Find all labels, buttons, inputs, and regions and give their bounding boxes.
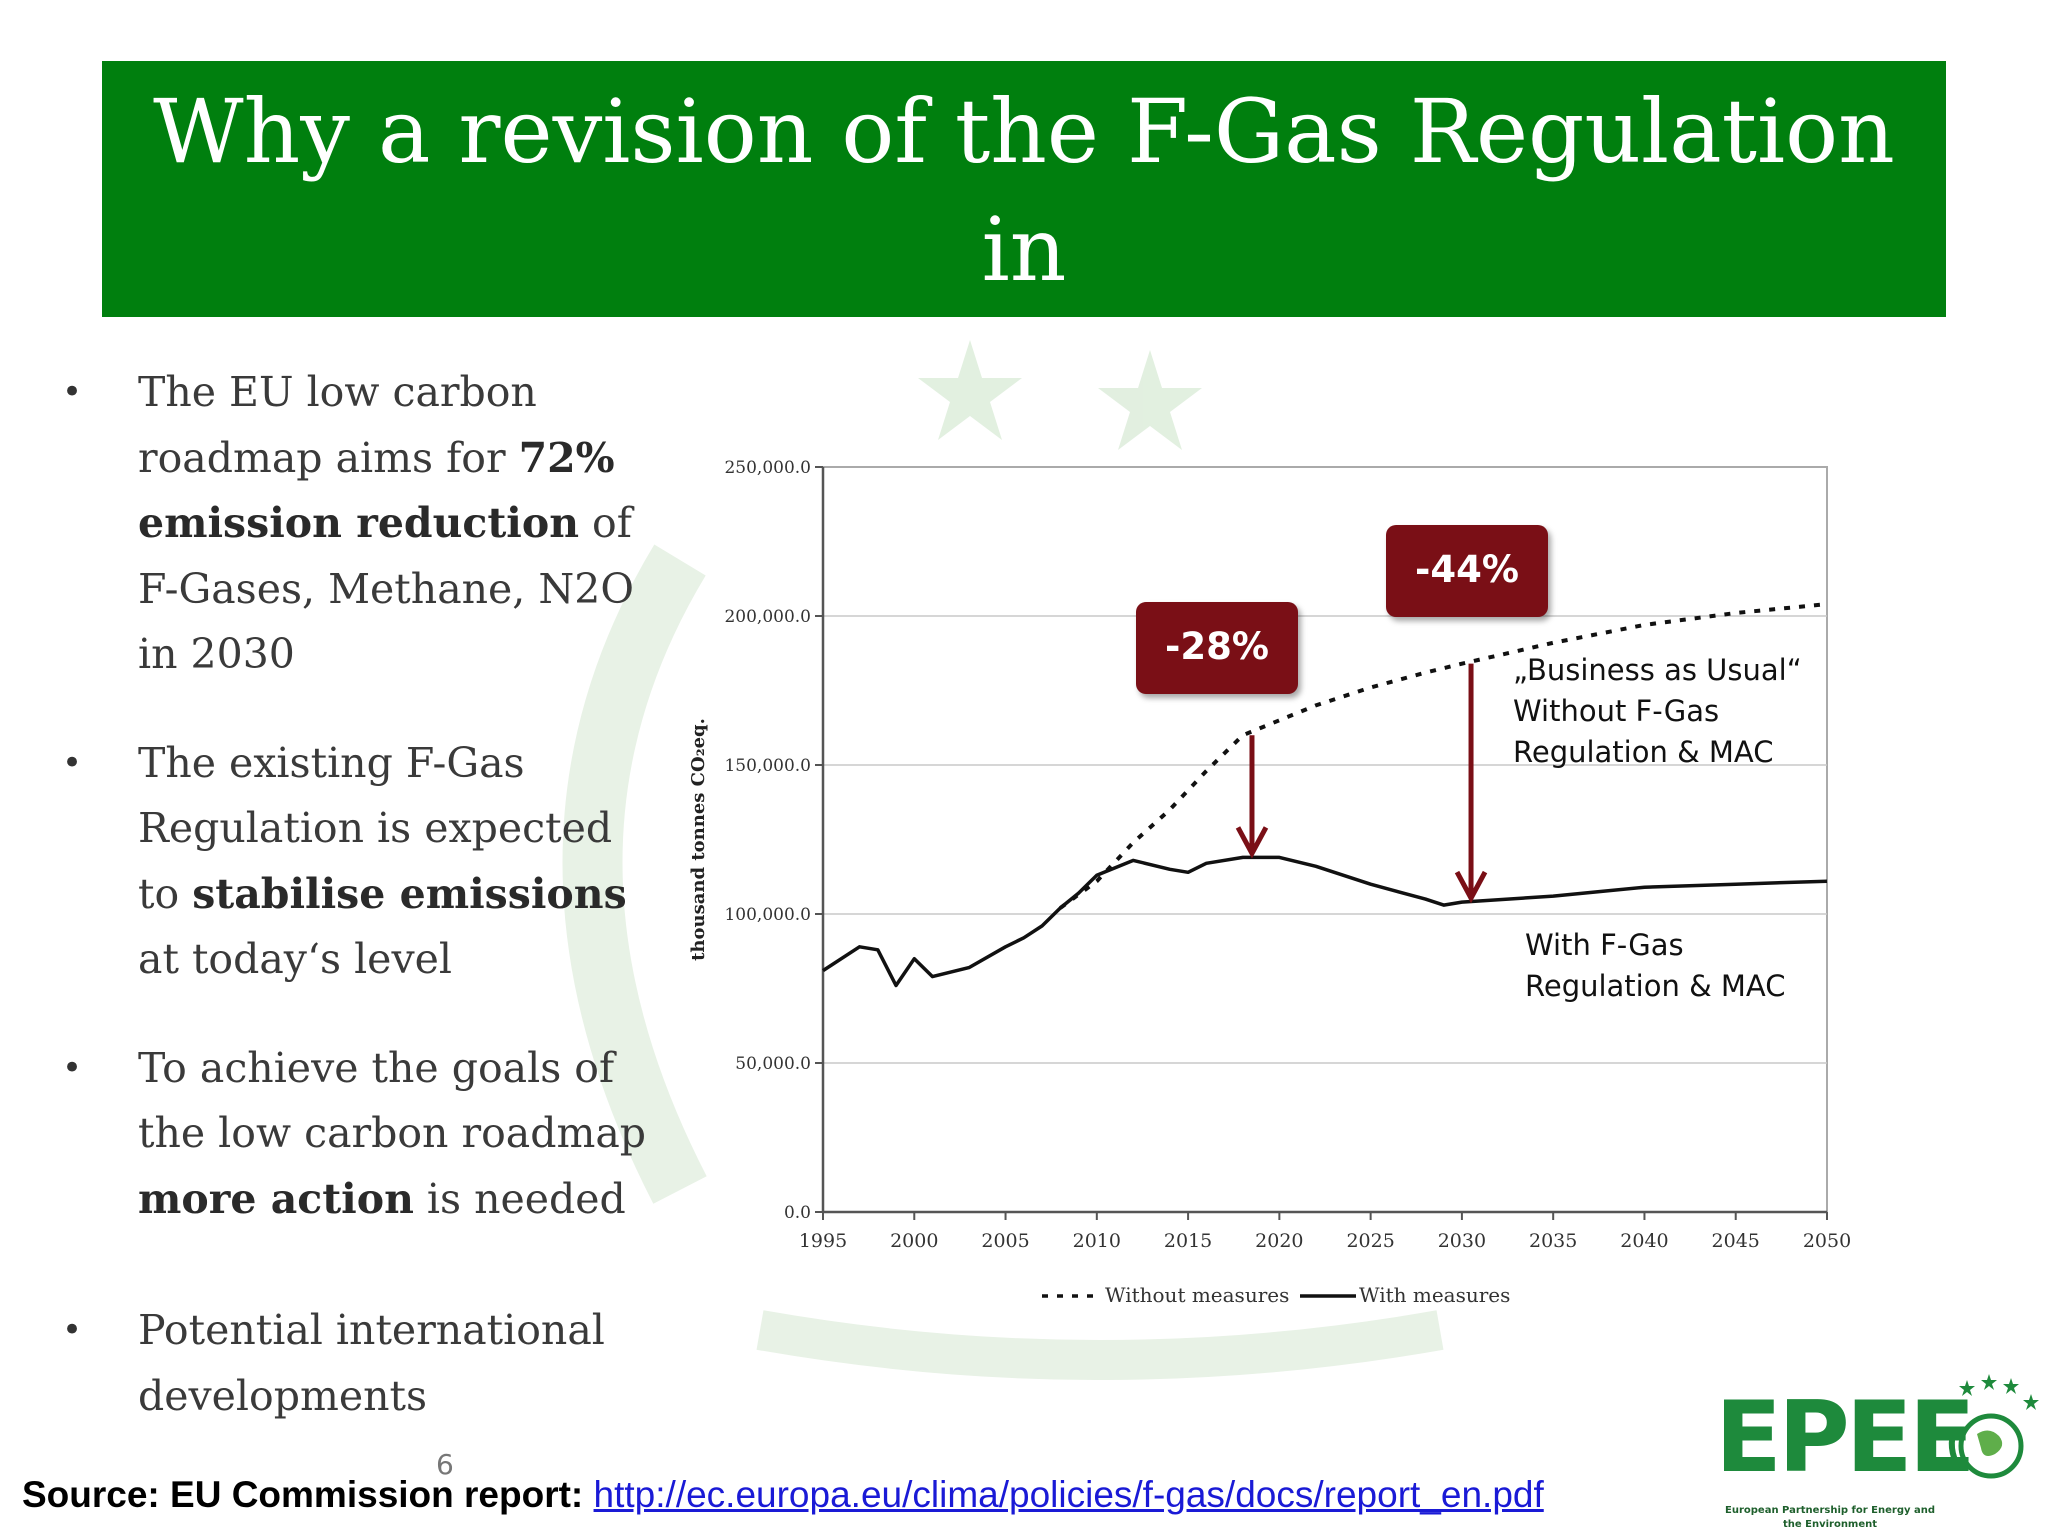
bullet-line: Regulation is expected — [138, 796, 650, 862]
callout-minus-44: -44% — [1386, 525, 1548, 617]
y-tick-label: 200,000.0 — [724, 607, 811, 627]
logo-subtitle: European Partnership for Energy and the … — [1725, 1505, 1936, 1530]
slide-title-banner: Why a revision of the F-Gas Regulation i… — [102, 61, 1946, 419]
bullet-line: To achieve the goals of — [138, 1036, 650, 1102]
annotation-bau-line1: „Business as Usual“ — [1513, 653, 1802, 687]
y-tick-label: 0.0 — [784, 1203, 811, 1223]
bullet-dot-icon: • — [62, 742, 83, 783]
bullet-text: The EU low carbon — [138, 368, 537, 416]
bullet-text: of — [579, 499, 632, 547]
bullet-text: developments — [138, 1371, 428, 1420]
x-tick-label: 1995 — [799, 1230, 847, 1252]
x-tick-label: 2005 — [981, 1230, 1029, 1252]
page-number: 6 — [436, 1448, 454, 1481]
bullet-text: is needed — [413, 1174, 626, 1223]
bullet-item: • Potential international developments — [50, 1298, 650, 1429]
x-tick-label: 2045 — [1712, 1230, 1760, 1252]
bullet-text: at today‘s level — [138, 935, 452, 983]
annotation-business-as-usual: „Business as Usual“ Without F-Gas Regula… — [1513, 650, 1802, 773]
x-tick-label: 2020 — [1255, 1230, 1303, 1252]
annotation-with-line2: Regulation & MAC — [1525, 969, 1786, 1003]
x-tick-label: 2025 — [1346, 1230, 1394, 1252]
x-tick-label: 2030 — [1438, 1230, 1486, 1252]
bullet-line: more action is needed — [138, 1167, 650, 1233]
source-line: Source: EU Commission report: http://ec.… — [22, 1474, 1544, 1516]
slide-title-line1: Why a revision of the F-Gas Regulation i… — [153, 80, 1895, 301]
bullet-text: 72% — [518, 433, 615, 482]
bullet-item: • To achieve the goals of the low carbon r… — [50, 1036, 650, 1233]
bullet-line: in 2030 — [138, 622, 650, 688]
watermark-star-icon — [1098, 350, 1202, 450]
y-tick-label: 100,000.0 — [724, 905, 811, 925]
series-line-without-measures — [1059, 602, 1828, 910]
bullet-line: The existing F-Gas — [138, 731, 650, 797]
watermark-star-icon — [918, 340, 1022, 440]
bullet-line: at today‘s level — [138, 927, 650, 993]
bullet-text: The existing F-Gas — [138, 738, 525, 787]
y-tick-label: 250,000.0 — [724, 458, 811, 478]
bullet-text: Regulation is expected — [138, 804, 613, 852]
source-link[interactable]: http://ec.europa.eu/clima/policies/f-gas… — [593, 1474, 1544, 1515]
arrow-head-icon — [1454, 870, 1488, 904]
legend-label-without-measures: Without measures — [1105, 1283, 1289, 1307]
watermark-graphic — [562, 340, 1444, 1380]
x-tick-label: 2040 — [1620, 1230, 1668, 1252]
bullet-text: F-Gases, Methane, N2O — [138, 564, 634, 613]
callout-minus-28: -28% — [1136, 602, 1298, 694]
bullet-line: roadmap aims for 72% — [138, 426, 650, 492]
bullet-line: The EU low carbon — [138, 360, 650, 426]
bullet-line: F-Gases, Methane, N2O — [138, 557, 650, 623]
bullet-item: • The EU low carbon roadmap aims for 72% em… — [50, 360, 650, 688]
annotation-bau-line3: Regulation & MAC — [1513, 735, 1774, 769]
x-tick-label: 2035 — [1529, 1230, 1577, 1252]
y-tick-label: 150,000.0 — [724, 756, 811, 776]
bullet-text: stabilise emissions — [192, 869, 627, 918]
bullet-text: in 2030 — [138, 630, 295, 678]
bullet-text: emission reduction — [138, 499, 580, 547]
bullet-text: the low carbon roadmap — [138, 1109, 647, 1157]
epee-logo: EPEE European Partnership for Energy and… — [1715, 1368, 2045, 1536]
bullet-dot-icon: • — [62, 1047, 83, 1088]
bullet-text: roadmap aims for — [138, 433, 519, 482]
annotation-bau-line2: Without F-Gas — [1513, 694, 1720, 728]
bullet-line: developments — [138, 1364, 650, 1430]
bullet-line: emission reduction of — [138, 491, 650, 557]
x-tick-label: 2015 — [1164, 1230, 1212, 1252]
arrow-head-icon — [1235, 826, 1269, 859]
legend-label-with-measures: With measures — [1359, 1283, 1510, 1307]
bullet-dot-icon: • — [62, 372, 83, 412]
x-tick-label: 2050 — [1803, 1230, 1851, 1252]
logo-text: EPEE — [1715, 1381, 1976, 1495]
annotation-with-regulation: With F-Gas Regulation & MAC — [1525, 925, 1786, 1007]
source-label: Source: EU Commission report: — [22, 1474, 584, 1515]
bullet-item: • The existing F-Gas Regulation is expecte… — [50, 731, 650, 993]
x-tick-label: 2010 — [1073, 1230, 1121, 1252]
bullet-line: the low carbon roadmap — [138, 1101, 650, 1167]
x-tick-label: 2000 — [890, 1230, 938, 1252]
bullet-text: to — [138, 869, 193, 918]
bullet-dot-icon: • — [62, 1310, 83, 1350]
series-line-with-measures — [822, 855, 1828, 988]
bullet-list: • The EU low carbon roadmap aims for 72% em… — [50, 360, 650, 1429]
globe-icon — [1948, 1374, 2039, 1479]
bullet-line: Potential international — [138, 1298, 650, 1364]
bullet-text: Potential international — [138, 1306, 605, 1354]
emissions-line-chart: 0.0 50,000.0 100,000.0 150,000.0 200,000.0 25… — [688, 458, 1851, 1307]
bullet-text: To achieve the goals of — [138, 1043, 615, 1092]
plot-area — [822, 466, 1828, 1213]
y-axis-label: thousand tonnes CO₂eq. — [688, 718, 709, 961]
y-tick-label: 50,000.0 — [735, 1054, 811, 1074]
bullet-line: to stabilise emissions — [138, 862, 650, 928]
annotation-with-line1: With F-Gas — [1525, 928, 1684, 962]
bullet-text: more action — [138, 1174, 414, 1223]
